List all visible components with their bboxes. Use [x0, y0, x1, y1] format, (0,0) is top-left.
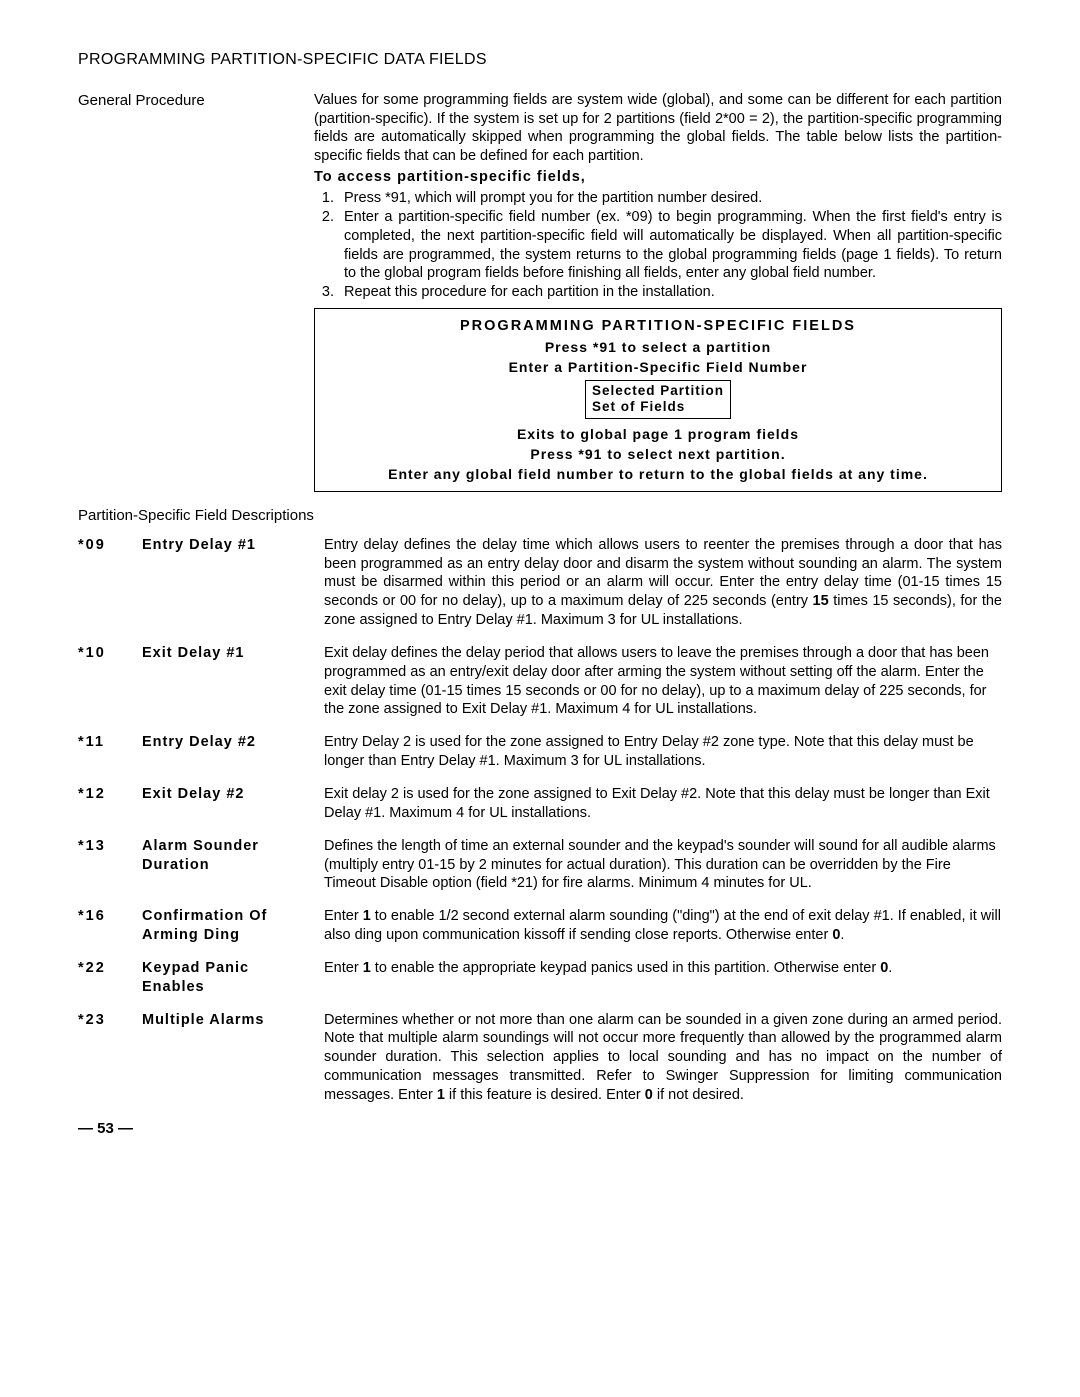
field-name: Multiple Alarms — [142, 1011, 310, 1105]
field-desc: Exit delay 2 is used for the zone assign… — [324, 785, 1002, 823]
box-line: Enter a Partition-Specific Field Number — [325, 358, 991, 376]
section-title: PROGRAMMING PARTITION-SPECIFIC DATA FIEL… — [78, 50, 1002, 71]
inner-box-line: Selected Partition — [592, 383, 724, 399]
procedure-list: Press *91, which will prompt you for the… — [314, 189, 1002, 302]
subheading: Partition-Specific Field Descriptions — [78, 506, 1002, 526]
field-row: *12 Exit Delay #2 Exit delay 2 is used f… — [78, 785, 1002, 823]
page-number: — 53 — — [78, 1119, 1002, 1139]
box-line: Exits to global page 1 program fields — [325, 425, 991, 443]
field-desc: Entry delay defines the delay time which… — [324, 536, 1002, 630]
box-title: PROGRAMMING PARTITION-SPECIFIC FIELDS — [325, 317, 991, 336]
inner-box-line: Set of Fields — [592, 399, 724, 415]
field-name: Confirmation Of Arming Ding — [142, 907, 310, 945]
box-line: Press *91 to select next partition. — [325, 445, 991, 463]
field-desc: Enter 1 to enable 1/2 second external al… — [324, 907, 1002, 945]
field-name: Keypad Panic Enables — [142, 959, 310, 997]
field-desc: Entry Delay 2 is used for the zone assig… — [324, 733, 1002, 771]
field-name: Exit Delay #1 — [142, 644, 310, 719]
field-row: *22 Keypad Panic Enables Enter 1 to enab… — [78, 959, 1002, 997]
field-name: Alarm Sounder Duration — [142, 837, 310, 894]
access-heading: To access partition-specific fields, — [314, 168, 1002, 187]
box-line: Press *91 to select a partition — [325, 338, 991, 356]
inner-box: Selected Partition Set of Fields — [585, 380, 731, 418]
field-desc: Determines whether or not more than one … — [324, 1011, 1002, 1105]
field-code: *22 — [78, 959, 128, 997]
field-row: *23 Multiple Alarms Determines whether o… — [78, 1011, 1002, 1105]
field-row: *09 Entry Delay #1 Entry delay defines t… — [78, 536, 1002, 630]
field-code: *09 — [78, 536, 128, 630]
field-code: *23 — [78, 1011, 128, 1105]
procedure-step: Repeat this procedure for each partition… — [338, 283, 1002, 302]
field-code: *10 — [78, 644, 128, 719]
field-code: *12 — [78, 785, 128, 823]
field-desc: Defines the length of time an external s… — [324, 837, 1002, 894]
field-name: Entry Delay #1 — [142, 536, 310, 630]
field-code: *16 — [78, 907, 128, 945]
field-desc: Enter 1 to enable the appropriate keypad… — [324, 959, 1002, 997]
box-line: Enter any global field number to return … — [325, 465, 991, 483]
field-row: *10 Exit Delay #1 Exit delay defines the… — [78, 644, 1002, 719]
field-code: *11 — [78, 733, 128, 771]
field-name: Exit Delay #2 — [142, 785, 310, 823]
procedure-step: Press *91, which will prompt you for the… — [338, 189, 1002, 208]
general-procedure-body: Values for some programming fields are s… — [314, 91, 1002, 492]
field-desc: Exit delay defines the delay period that… — [324, 644, 1002, 719]
field-row: *11 Entry Delay #2 Entry Delay 2 is used… — [78, 733, 1002, 771]
general-procedure-block: General Procedure Values for some progra… — [78, 91, 1002, 492]
field-row: *16 Confirmation Of Arming Ding Enter 1 … — [78, 907, 1002, 945]
general-procedure-label: General Procedure — [78, 91, 294, 492]
programming-box: PROGRAMMING PARTITION-SPECIFIC FIELDS Pr… — [314, 308, 1002, 492]
field-code: *13 — [78, 837, 128, 894]
field-name: Entry Delay #2 — [142, 733, 310, 771]
field-row: *13 Alarm Sounder Duration Defines the l… — [78, 837, 1002, 894]
procedure-step: Enter a partition-specific field number … — [338, 208, 1002, 283]
general-intro: Values for some programming fields are s… — [314, 91, 1002, 166]
